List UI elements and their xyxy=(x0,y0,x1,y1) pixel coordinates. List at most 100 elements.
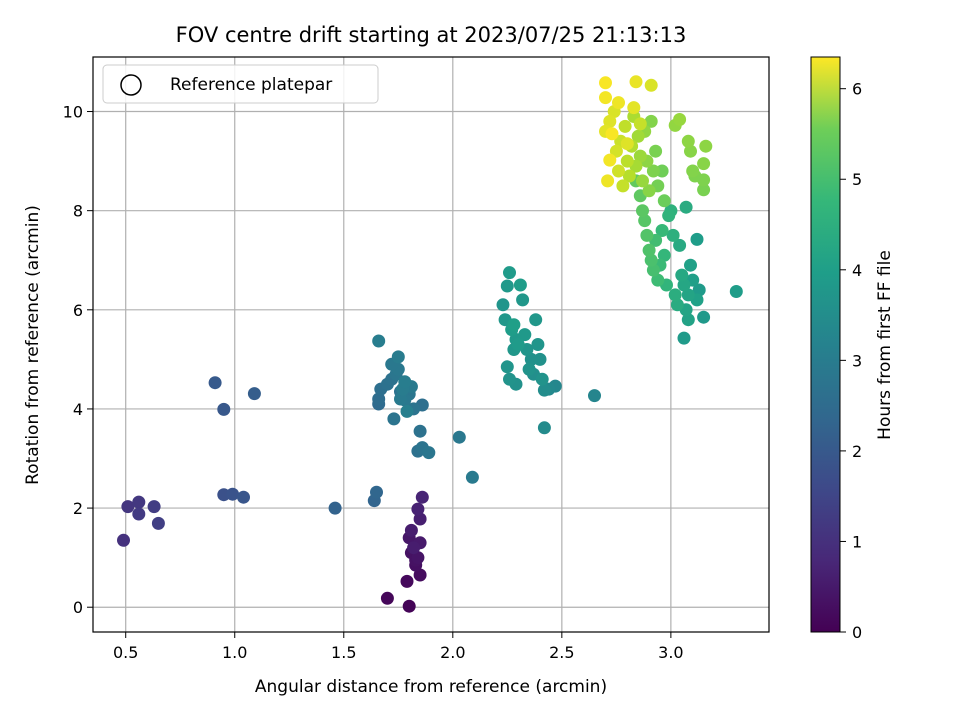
data-point xyxy=(699,139,713,153)
colorbar-tick-label: 4 xyxy=(852,261,862,280)
data-point xyxy=(402,599,416,613)
y-tick-label: 10 xyxy=(63,103,83,122)
data-point xyxy=(380,591,394,605)
plot-frame xyxy=(92,56,770,633)
x-tick-label: 3.0 xyxy=(658,643,683,662)
data-point xyxy=(372,334,386,348)
data-point xyxy=(640,228,654,242)
data-point xyxy=(132,507,146,521)
legend-marker xyxy=(120,74,142,96)
data-point xyxy=(500,279,514,293)
data-point xyxy=(677,331,691,345)
data-point xyxy=(603,153,617,167)
colorbar-tick-label: 0 xyxy=(852,623,862,642)
data-point xyxy=(511,338,525,351)
data-point xyxy=(411,551,425,565)
data-point xyxy=(533,352,547,366)
y-tick-label: 4 xyxy=(73,400,83,419)
data-point xyxy=(673,113,687,126)
data-point xyxy=(620,137,634,151)
colorbar-tick-label: 1 xyxy=(852,532,862,551)
data-point xyxy=(400,574,414,588)
data-point xyxy=(612,164,625,178)
data-point xyxy=(537,421,551,435)
data-point xyxy=(649,144,663,158)
data-point xyxy=(655,224,669,237)
data-point xyxy=(413,568,427,582)
data-point xyxy=(522,362,536,376)
data-point xyxy=(132,495,146,509)
data-point xyxy=(370,485,383,499)
data-point xyxy=(507,318,521,332)
data-point xyxy=(686,164,700,178)
data-point xyxy=(452,430,466,444)
data-point xyxy=(500,360,514,374)
data-point xyxy=(644,78,658,92)
data-point xyxy=(391,350,405,364)
data-point xyxy=(668,288,682,302)
data-point xyxy=(646,164,660,178)
data-point xyxy=(629,75,643,89)
data-point xyxy=(411,502,425,516)
data-point xyxy=(531,338,545,351)
data-point xyxy=(503,372,516,386)
data-point xyxy=(237,490,250,504)
x-tick-label: 2.0 xyxy=(440,643,465,662)
data-point xyxy=(387,412,401,426)
data-point xyxy=(684,258,697,272)
y-tick-label: 0 xyxy=(73,598,83,617)
data-point xyxy=(673,238,687,252)
data-point xyxy=(394,392,407,406)
data-point xyxy=(605,127,619,141)
data-point xyxy=(513,278,527,292)
colorbar: 0 1 2 3 4 5 6 Hours from first FF file xyxy=(810,56,895,642)
data-point xyxy=(465,470,479,484)
data-point xyxy=(633,117,647,131)
data-point xyxy=(616,179,630,193)
colorbar-gradient xyxy=(810,56,841,633)
data-point xyxy=(503,266,516,280)
colorbar-tick-label: 5 xyxy=(852,170,862,189)
data-point xyxy=(518,328,532,342)
legend-box xyxy=(102,64,379,104)
data-point xyxy=(697,173,711,187)
data-point xyxy=(404,523,418,537)
data-point xyxy=(618,119,632,133)
data-point xyxy=(729,285,743,298)
data-point xyxy=(657,248,671,262)
data-point xyxy=(603,114,617,128)
data-point xyxy=(681,313,695,327)
colorbar-ticks: 0 1 2 3 4 5 6 xyxy=(840,80,862,642)
data-point xyxy=(247,387,261,401)
data-point xyxy=(413,424,427,438)
data-point xyxy=(422,446,436,460)
colorbar-tick-label: 3 xyxy=(852,351,862,370)
y-axis-label: Rotation from reference (arcmin) xyxy=(23,205,43,485)
data-point xyxy=(226,487,240,501)
data-point xyxy=(588,389,601,403)
data-point xyxy=(646,263,660,277)
colorbar-label: Hours from first FF file xyxy=(875,250,895,440)
data-point xyxy=(636,204,649,218)
legend: Reference platepar xyxy=(102,64,379,104)
data-point xyxy=(662,209,676,223)
data-point xyxy=(644,114,658,128)
data-point xyxy=(679,200,693,214)
data-point xyxy=(217,402,231,416)
data-point xyxy=(400,404,414,418)
data-point xyxy=(697,310,711,324)
y-axis-ticks: 0 2 4 6 8 10 xyxy=(63,103,93,617)
data-point xyxy=(121,500,135,514)
data-point xyxy=(535,372,549,386)
data-point xyxy=(622,169,636,183)
data-point xyxy=(675,268,689,282)
data-point xyxy=(642,243,656,257)
data-point xyxy=(529,313,543,327)
x-tick-label: 2.5 xyxy=(549,643,574,662)
x-tick-label: 0.5 xyxy=(113,643,138,662)
data-point xyxy=(407,541,421,555)
data-point xyxy=(609,144,623,158)
colorbar-tick-label: 6 xyxy=(852,80,862,99)
data-point xyxy=(620,154,634,168)
